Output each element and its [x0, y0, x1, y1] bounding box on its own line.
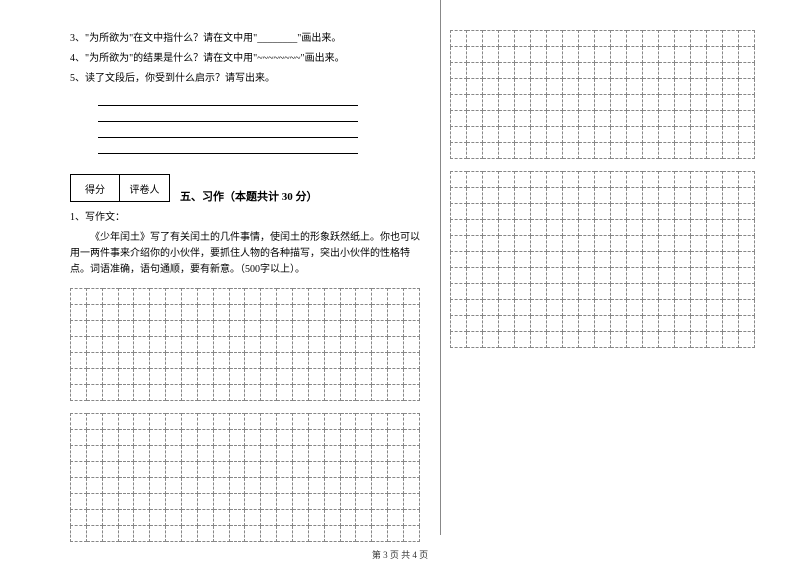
grader-label-cell: 评卷人 — [120, 175, 169, 201]
right-writing-grids — [450, 30, 760, 348]
writing-grid-right-2 — [450, 171, 760, 348]
question-4: 4、"为所欲为"的结果是什么？请在文中用"~~~~~~~~"画出来。 — [70, 50, 420, 68]
essay-prompt-label: 1、写作文： — [70, 210, 420, 226]
left-writing-grids — [70, 288, 420, 542]
writing-grid-left-1 — [70, 288, 420, 401]
left-column: 3、"为所欲为"在文中指什么？请在文中用"________"画出来。 4、"为所… — [0, 0, 440, 565]
page-footer: 第 3 页 共 4 页 — [0, 548, 800, 561]
question-3: 3、"为所欲为"在文中指什么？请在文中用"________"画出来。 — [70, 30, 420, 48]
writing-grid-left-2 — [70, 413, 420, 542]
column-divider — [440, 0, 441, 535]
question-5: 5、读了文段后，你受到什么启示？请写出来。 — [70, 70, 420, 88]
section-title: 五、习作（本题共计 30 分） — [180, 188, 420, 204]
score-label-cell: 得分 — [71, 175, 120, 201]
score-box: 得分 评卷人 — [70, 174, 170, 202]
answer-blank-lines — [98, 92, 420, 154]
writing-grid-right-1 — [450, 30, 760, 159]
essay-body: 《少年闰土》写了有关闰土的几件事情，使闰土的形象跃然纸上。你也可以用一两件事来介… — [70, 230, 420, 278]
right-column — [440, 0, 800, 565]
